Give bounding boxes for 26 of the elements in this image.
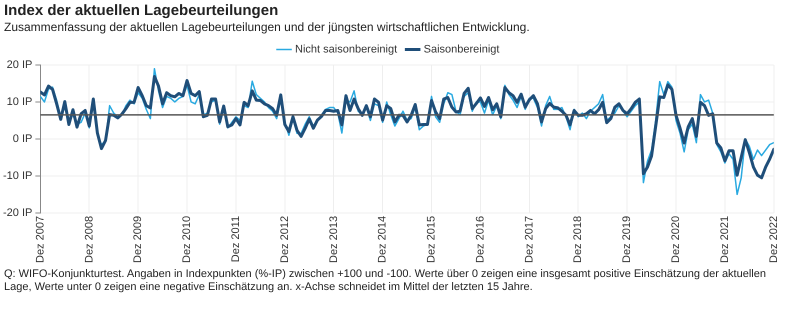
- y-tick-label: -20 IP: [2, 206, 32, 219]
- y-tick-label: 10 IP: [6, 96, 32, 108]
- x-tick-label: Dez 2016: [474, 216, 486, 264]
- x-tick-label: Dez 2014: [376, 216, 389, 264]
- text: Q: WIFO-Konjunkturtest. Angaben in Indexpunkten (%-IP) zwischen +100 und -100. Werte über 0 zeigen eine insgesamt positive Einschätzung der aktuellen Lage, Werte unter 0 zeigen eine negative Einschätzung an. x-Achse schneidet im Mittel der letzten 15 Jahre.: [3, 267, 767, 294]
- legend-label: Saisonbereinigt: [424, 44, 500, 56]
- x-tick-label: Dez 2012: [278, 216, 291, 264]
- x-tick-label: Dez 2018: [572, 216, 584, 264]
- x-tick-label: Dez 2019: [621, 216, 634, 264]
- x-tick-label: Dez 2013: [328, 216, 340, 264]
- y-tick-label: 20 IP: [6, 59, 32, 72]
- y-tick-label: 0 IP: [12, 132, 32, 145]
- x-tick-label: Dez 2020: [670, 216, 682, 264]
- y-tick-label: -10 IP: [2, 170, 32, 182]
- legend-label: Nicht saisonbereinigt: [295, 44, 398, 56]
- x-tick-label: Dez 2010: [181, 216, 194, 264]
- x-tick-label: Dez 2009: [132, 216, 144, 264]
- x-tick-label: Dez 2011: [230, 216, 242, 262]
- x-tick-label: Dez 2022: [768, 216, 780, 264]
- x-tick-label: Dez 2017: [523, 216, 536, 264]
- chart-subtitle: Zusammenfassung der aktuellen Lagebeurteilungen und der jüngsten wirtschaftlichen Entwicklung.: [3, 19, 531, 34]
- chart-title: Index der aktuellen Lagebeurteilungen: [3, 1, 280, 19]
- x-tick-label: Dez 2007: [34, 216, 46, 264]
- x-tick-label: Dez 2008: [83, 216, 96, 264]
- x-tick-label: Dez 2021: [718, 216, 731, 264]
- x-tick-label: Dez 2015: [426, 216, 438, 264]
